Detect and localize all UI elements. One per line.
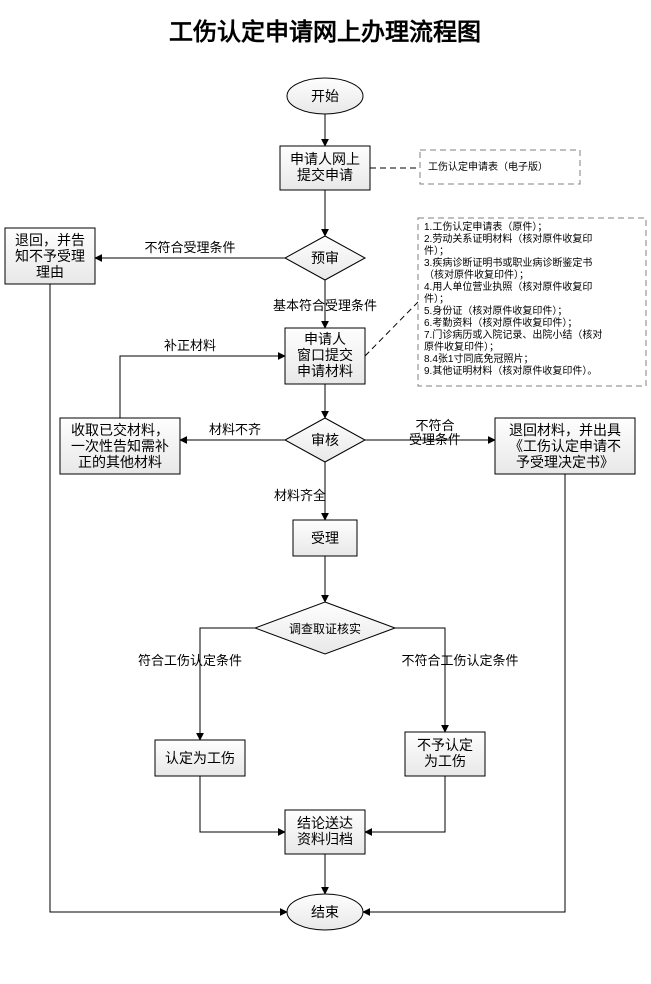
terminator-start: 开始 — [287, 78, 363, 114]
process-reject-pre: 退回，并告 知不予受理 理由 — [5, 228, 95, 284]
svg-text:（核对原件收复印件）；: （核对原件收复印件）； — [424, 268, 529, 281]
terminator-end: 结束 — [287, 894, 363, 930]
edge-label: 材料齐全 — [274, 488, 326, 503]
svg-text:窗口提交: 窗口提交 — [297, 347, 353, 363]
edge — [395, 628, 445, 732]
svg-text:9.其他证明材料（核对原件收复印件）。: 9.其他证明材料（核对原件收复印件）。 — [424, 364, 597, 377]
svg-text:件）；: 件）； — [424, 293, 449, 305]
process-window: 申请人 窗口提交 申请材料 — [285, 328, 365, 384]
process-reject-review: 退回材料，并出具 《工伤认定申请不 予受理决定书》 — [495, 418, 635, 474]
svg-text:一次性告知需补: 一次性告知需补 — [71, 438, 169, 454]
edge-label: 补正材料 — [164, 338, 216, 353]
decision-review: 审核 — [285, 418, 365, 462]
svg-text:原件收复印件）；: 原件收复印件）； — [424, 340, 499, 353]
process-submit: 申请人网上 提交申请 — [280, 146, 370, 190]
svg-text:理由: 理由 — [36, 264, 64, 280]
svg-text:资料归档: 资料归档 — [297, 831, 353, 847]
svg-text:收取已交材料，: 收取已交材料， — [71, 422, 169, 438]
page-title: 工伤认定申请网上办理流程图 — [169, 18, 481, 46]
process-approve: 认定为工伤 — [155, 740, 245, 776]
svg-text:件）；: 件）； — [424, 245, 449, 257]
annotation-note1: 工伤认定申请表（电子版） — [420, 150, 580, 184]
svg-text:审核: 审核 — [311, 432, 339, 448]
edge — [365, 776, 445, 832]
annotation-note2: 1.工伤认定申请表（原件）； 2.劳动关系证明材料（核对原件收复印 件）； 3.… — [418, 218, 646, 386]
edge — [200, 628, 255, 740]
edge-label: 不符合受理条件 — [144, 240, 235, 255]
svg-text:开始: 开始 — [311, 88, 339, 104]
edge-label: 材料不齐 — [209, 422, 261, 437]
edge-label: 不符合受理条件 — [409, 418, 461, 447]
svg-text:为工伤: 为工伤 — [424, 753, 466, 769]
svg-text:知不予受理: 知不予受理 — [15, 248, 85, 264]
edge-label: 不符合工伤认定条件 — [401, 653, 518, 668]
svg-text:退回材料，并出具: 退回材料，并出具 — [509, 422, 621, 438]
edge — [50, 284, 287, 912]
svg-text:结束: 结束 — [311, 904, 339, 920]
svg-text:调查取证核实: 调查取证核实 — [289, 621, 361, 636]
svg-text:退回，并告: 退回，并告 — [15, 232, 85, 248]
edge — [363, 474, 565, 912]
flowchart-canvas: 工伤认定申请网上办理流程图 不符合受理条件 基本符合受理条件 材料不齐 补正材料… — [0, 0, 651, 984]
svg-text:申请人: 申请人 — [304, 331, 346, 347]
svg-text:1.工伤认定申请表（原件）；: 1.工伤认定申请表（原件）； — [424, 220, 547, 233]
decision-precheck: 预审 — [285, 236, 365, 280]
svg-text:认定为工伤: 认定为工伤 — [165, 750, 235, 766]
svg-text:预审: 预审 — [311, 250, 339, 266]
svg-text:《工伤认定申请不: 《工伤认定申请不 — [509, 438, 621, 454]
edge — [200, 776, 285, 832]
edge-label: 基本符合受理条件 — [273, 298, 377, 313]
svg-text:申请材料: 申请材料 — [297, 363, 353, 379]
svg-text:3.疾病诊断证明书或职业病诊断鉴定书: 3.疾病诊断证明书或职业病诊断鉴定书 — [424, 256, 592, 269]
svg-text:申请人网上: 申请人网上 — [290, 151, 360, 167]
svg-text:不予认定: 不予认定 — [417, 737, 473, 753]
svg-text:正的其他材料: 正的其他材料 — [78, 454, 162, 470]
svg-text:4.用人单位营业执照（核对原件收复印: 4.用人单位营业执照（核对原件收复印 — [424, 280, 592, 293]
process-supplement: 收取已交材料， 一次性告知需补 正的其他材料 — [60, 418, 180, 474]
edge-label: 符合工伤认定条件 — [138, 653, 242, 668]
svg-text:予受理决定书》: 予受理决定书》 — [516, 454, 614, 470]
svg-text:2.劳动关系证明材料（核对原件收复印: 2.劳动关系证明材料（核对原件收复印 — [424, 232, 592, 245]
process-deny: 不予认定 为工伤 — [405, 732, 485, 776]
edge — [120, 356, 285, 418]
svg-text:6.考勤资料（核对原件收复印件）；: 6.考勤资料（核对原件收复印件）； — [424, 316, 577, 329]
svg-text:受理: 受理 — [311, 530, 339, 546]
svg-text:工伤认定申请表（电子版）: 工伤认定申请表（电子版） — [428, 160, 548, 173]
svg-text:提交申请: 提交申请 — [297, 167, 353, 183]
svg-text:8.4张1寸同底免冠照片；: 8.4张1寸同底免冠照片； — [424, 352, 533, 365]
process-deliver: 结论送达 资料归档 — [285, 810, 365, 854]
svg-text:结论送达: 结论送达 — [297, 815, 353, 831]
decision-investigate: 调查取证核实 — [255, 602, 395, 654]
process-accept: 受理 — [293, 520, 357, 556]
svg-text:5.身份证（核对原件收复印件）；: 5.身份证（核对原件收复印件）； — [424, 304, 567, 317]
svg-text:7.门诊病历或入院记录、出院小结（核对: 7.门诊病历或入院记录、出院小结（核对 — [424, 328, 602, 341]
